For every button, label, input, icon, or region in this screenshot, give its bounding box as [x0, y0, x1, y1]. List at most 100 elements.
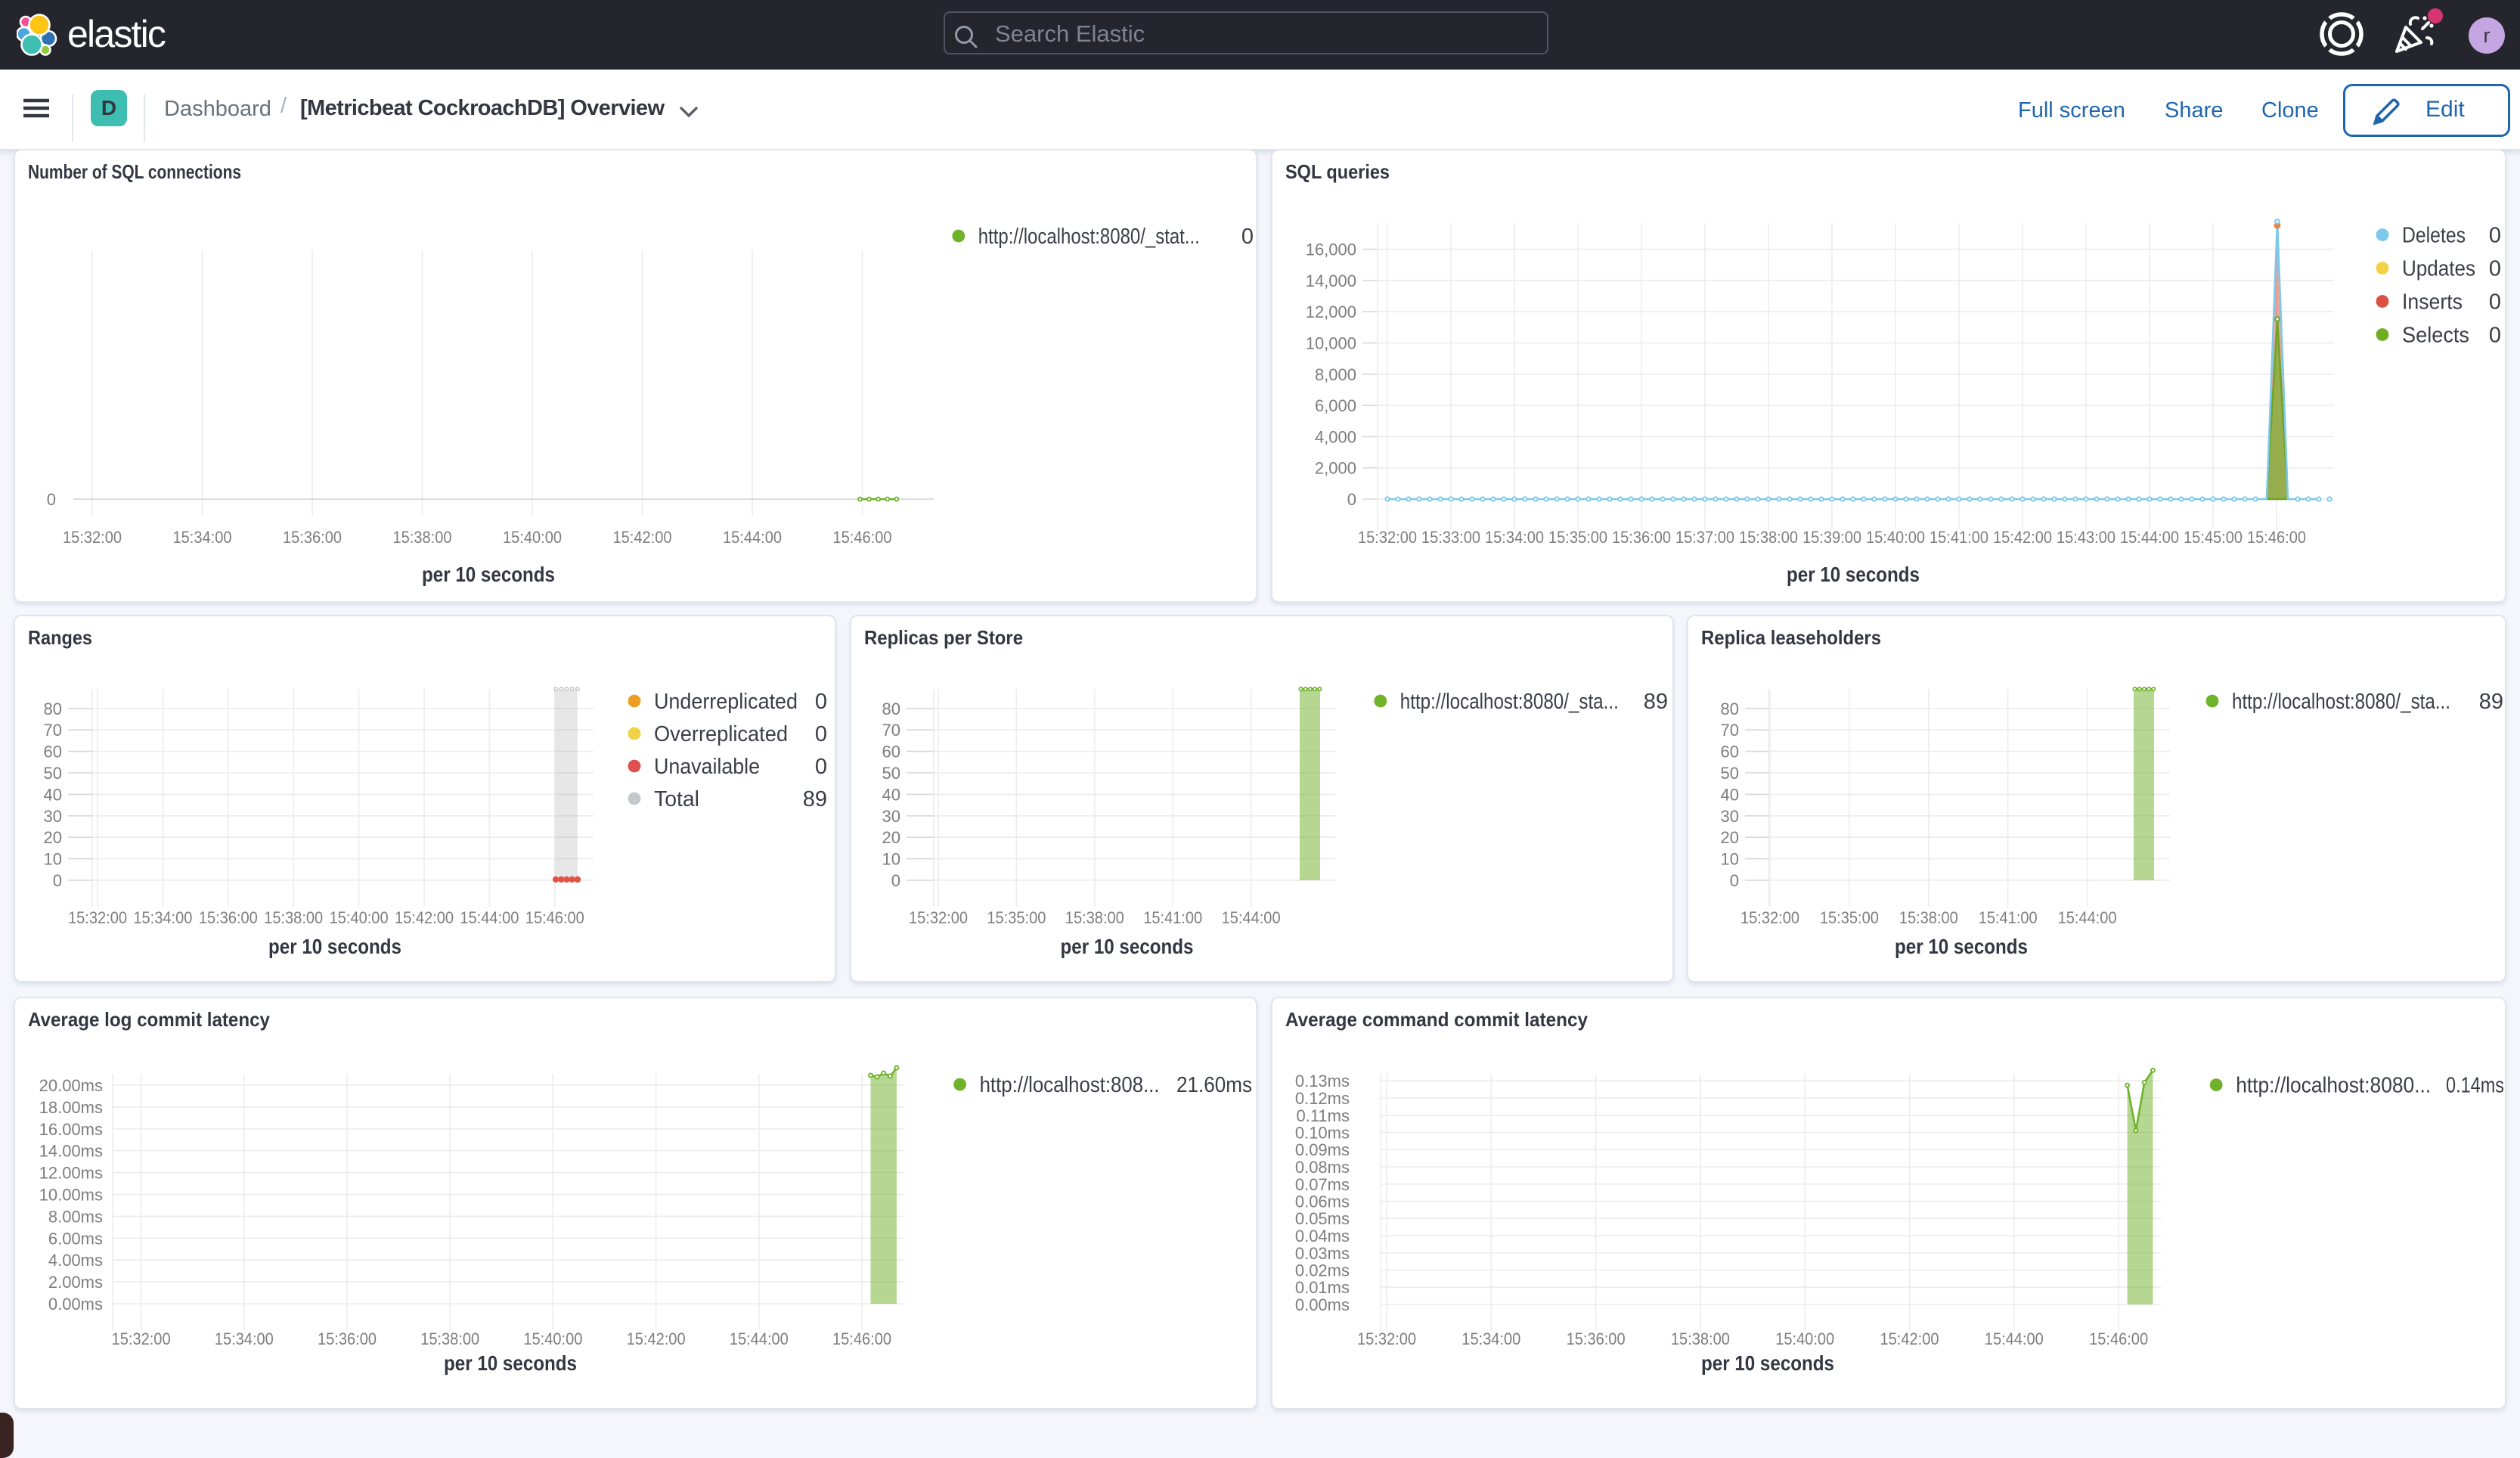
- svg-text:15:40:00: 15:40:00: [523, 1329, 582, 1348]
- svg-text:SQL queries: SQL queries: [1285, 160, 1390, 183]
- svg-text:0.08ms: 0.08ms: [1295, 1158, 1350, 1177]
- svg-text:0.14ms: 0.14ms: [2446, 1074, 2504, 1098]
- svg-text:15:34:00: 15:34:00: [133, 908, 192, 927]
- svg-text:15:43:00: 15:43:00: [2057, 528, 2115, 547]
- svg-text:89: 89: [803, 787, 827, 811]
- svg-text:0: 0: [1347, 490, 1356, 509]
- svg-text:15:40:00: 15:40:00: [1775, 1329, 1834, 1348]
- svg-text:http://localhost:8080...: http://localhost:8080...: [2236, 1074, 2431, 1098]
- svg-text:15:35:00: 15:35:00: [1548, 528, 1607, 547]
- svg-text:15:35:00: 15:35:00: [1820, 908, 1879, 927]
- svg-text:15:46:00: 15:46:00: [833, 528, 892, 547]
- svg-text:0.05ms: 0.05ms: [1295, 1209, 1350, 1228]
- svg-text:15:38:00: 15:38:00: [420, 1329, 479, 1348]
- svg-text:15:46:00: 15:46:00: [2089, 1329, 2148, 1348]
- svg-text:80: 80: [1721, 700, 1739, 718]
- svg-text:15:38:00: 15:38:00: [1899, 908, 1958, 927]
- svg-text:0: 0: [2489, 224, 2501, 248]
- svg-text:0: 0: [2489, 324, 2501, 348]
- svg-text:20: 20: [44, 828, 62, 847]
- svg-text:15:36:00: 15:36:00: [283, 528, 342, 547]
- svg-text:30: 30: [882, 807, 900, 826]
- svg-text:Average log commit latency: Average log commit latency: [28, 1008, 271, 1031]
- svg-text:15:36:00: 15:36:00: [318, 1329, 377, 1348]
- svg-text:Deletes: Deletes: [2402, 224, 2466, 248]
- svg-text:Updates: Updates: [2402, 257, 2475, 281]
- svg-text:15:40:00: 15:40:00: [1866, 528, 1925, 547]
- svg-text:15:42:00: 15:42:00: [1993, 528, 2052, 547]
- svg-text:15:41:00: 15:41:00: [1143, 908, 1202, 927]
- svg-text:70: 70: [882, 721, 900, 740]
- svg-text:15:38:00: 15:38:00: [264, 908, 323, 927]
- svg-text:10: 10: [44, 850, 62, 869]
- svg-text:15:36:00: 15:36:00: [199, 908, 258, 927]
- svg-text:4.00ms: 4.00ms: [48, 1251, 103, 1270]
- svg-text:15:34:00: 15:34:00: [1461, 1329, 1520, 1348]
- svg-text:15:38:00: 15:38:00: [393, 528, 452, 547]
- svg-text:0: 0: [815, 755, 827, 779]
- svg-text:20.00ms: 20.00ms: [39, 1076, 103, 1095]
- svg-text:4,000: 4,000: [1315, 427, 1356, 446]
- svg-text:40: 40: [1721, 785, 1739, 804]
- svg-text:15:36:00: 15:36:00: [1567, 1329, 1626, 1348]
- svg-text:60: 60: [1721, 743, 1739, 762]
- svg-text:per 10 seconds: per 10 seconds: [1895, 935, 2028, 958]
- svg-text:per 10 seconds: per 10 seconds: [422, 563, 555, 586]
- svg-text:15:38:00: 15:38:00: [1065, 908, 1124, 927]
- svg-text:30: 30: [44, 807, 62, 826]
- svg-text:15:34:00: 15:34:00: [173, 528, 232, 547]
- svg-text:0.00ms: 0.00ms: [48, 1295, 103, 1314]
- svg-text:18.00ms: 18.00ms: [39, 1098, 103, 1117]
- svg-text:Overreplicated: Overreplicated: [654, 722, 788, 746]
- svg-text:Replica leaseholders: Replica leaseholders: [1701, 626, 1881, 649]
- svg-text:0: 0: [815, 690, 827, 714]
- svg-text:15:44:00: 15:44:00: [2058, 908, 2117, 927]
- svg-text:15:44:00: 15:44:00: [2120, 528, 2179, 547]
- svg-text:15:45:00: 15:45:00: [2184, 528, 2243, 547]
- svg-text:15:44:00: 15:44:00: [1222, 908, 1281, 927]
- svg-text:0: 0: [1730, 871, 1739, 890]
- svg-text:15:46:00: 15:46:00: [2247, 528, 2306, 547]
- svg-text:20: 20: [882, 828, 900, 847]
- svg-text:Selects: Selects: [2402, 324, 2469, 348]
- svg-text:15:44:00: 15:44:00: [460, 908, 519, 927]
- svg-text:10,000: 10,000: [1306, 334, 1356, 353]
- svg-text:80: 80: [44, 700, 62, 718]
- svg-text:8.00ms: 8.00ms: [48, 1207, 103, 1226]
- svg-text:15:32:00: 15:32:00: [1740, 908, 1799, 927]
- svg-text:0.00ms: 0.00ms: [1295, 1295, 1350, 1314]
- svg-text:10: 10: [882, 850, 900, 869]
- svg-text:16.00ms: 16.00ms: [39, 1120, 103, 1139]
- svg-text:0.07ms: 0.07ms: [1295, 1175, 1350, 1194]
- svg-text:0.10ms: 0.10ms: [1295, 1124, 1350, 1143]
- svg-text:15:42:00: 15:42:00: [1880, 1329, 1939, 1348]
- svg-text:0: 0: [815, 722, 827, 746]
- svg-text:http://localhost:8080/_sta...: http://localhost:8080/_sta...: [2232, 690, 2450, 714]
- svg-text:30: 30: [1721, 807, 1739, 826]
- svg-text:15:34:00: 15:34:00: [1485, 528, 1544, 547]
- svg-text:Inserts: Inserts: [2402, 290, 2463, 315]
- svg-text:10: 10: [1721, 850, 1739, 869]
- svg-text:70: 70: [1721, 721, 1739, 740]
- svg-text:15:40:00: 15:40:00: [330, 908, 389, 927]
- svg-text:2,000: 2,000: [1315, 459, 1356, 478]
- svg-text:21.60ms: 21.60ms: [1176, 1073, 1252, 1097]
- svg-text:89: 89: [1644, 690, 1668, 714]
- svg-text:15:34:00: 15:34:00: [215, 1329, 274, 1348]
- svg-text:12,000: 12,000: [1306, 302, 1356, 321]
- svg-text:40: 40: [882, 785, 900, 804]
- svg-text:0.09ms: 0.09ms: [1295, 1140, 1350, 1159]
- svg-text:Average command commit latency: Average command commit latency: [1285, 1008, 1589, 1031]
- svg-text:15:35:00: 15:35:00: [987, 908, 1046, 927]
- svg-text:10.00ms: 10.00ms: [39, 1186, 103, 1205]
- svg-text:per 10 seconds: per 10 seconds: [1701, 1351, 1834, 1375]
- svg-text:14.00ms: 14.00ms: [39, 1142, 103, 1161]
- svg-text:15:40:00: 15:40:00: [503, 528, 562, 547]
- svg-text:15:44:00: 15:44:00: [730, 1329, 789, 1348]
- svg-text:15:32:00: 15:32:00: [63, 528, 122, 547]
- svg-text:http://localhost:808...: http://localhost:808...: [980, 1073, 1160, 1097]
- svg-text:70: 70: [44, 721, 62, 740]
- svg-text:0: 0: [2489, 257, 2501, 281]
- svg-text:15:32:00: 15:32:00: [68, 908, 127, 927]
- svg-text:60: 60: [44, 743, 62, 762]
